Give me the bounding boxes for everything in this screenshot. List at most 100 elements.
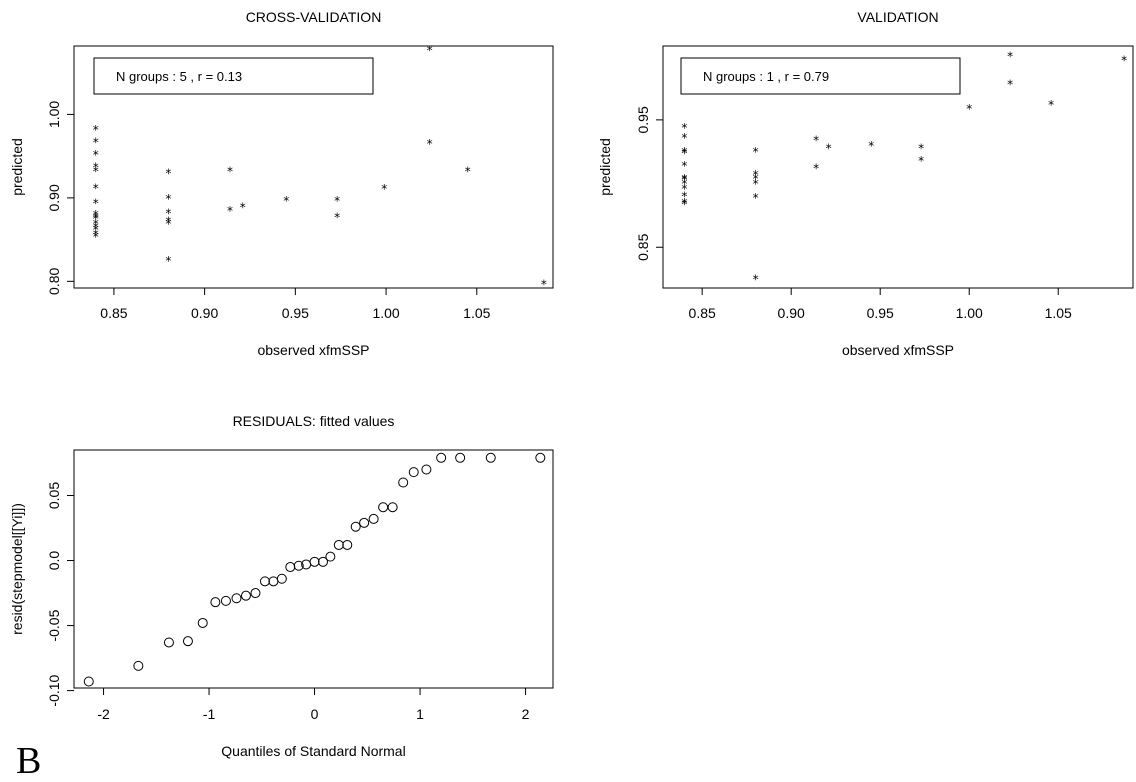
data-point: *: [334, 211, 340, 225]
data-point: [398, 477, 409, 488]
data-point: *: [918, 141, 924, 155]
y-axis-label: predicted: [9, 138, 25, 196]
data-point: [436, 452, 447, 463]
data-point: *: [381, 182, 387, 196]
data-point: *: [918, 154, 924, 168]
data-point: *: [1007, 78, 1013, 92]
data-point: *: [93, 227, 99, 241]
data-point: *: [681, 173, 687, 187]
data-point: *: [93, 208, 99, 222]
data-point: *: [541, 277, 547, 291]
x-tick-label: 1: [416, 706, 424, 722]
x-tick-label: -1: [203, 706, 216, 722]
data-point: *: [93, 196, 99, 210]
x-tick-label: 0.90: [191, 305, 218, 321]
data-point: [535, 452, 546, 463]
chart-title: CROSS-VALIDATION: [246, 9, 382, 25]
data-point: [83, 676, 94, 687]
data-point: [240, 590, 251, 601]
data-point: *: [93, 211, 99, 225]
data-point: *: [93, 181, 99, 195]
data-point: *: [753, 191, 759, 205]
data-point: [276, 573, 287, 584]
data-point: *: [240, 201, 246, 215]
data-point: [163, 637, 174, 648]
data-point: *: [753, 172, 759, 186]
data-point: [197, 617, 208, 628]
data-point: *: [681, 196, 687, 210]
data-point: *: [427, 44, 433, 58]
data-point: *: [1121, 53, 1127, 67]
data-point: *: [465, 165, 471, 179]
data-point: [421, 464, 432, 475]
y-axis-label: resid(stepmodel[[Yi]]): [9, 503, 25, 635]
x-tick-label: 0.95: [867, 305, 894, 321]
data-point: [210, 597, 221, 608]
data-point: *: [813, 134, 819, 148]
x-tick-label: 2: [522, 706, 530, 722]
data-point: *: [93, 223, 99, 237]
x-tick-label: 0.95: [282, 305, 309, 321]
y-tick-label: 1.00: [46, 101, 62, 128]
y-tick-label: 0.05: [46, 482, 62, 509]
x-tick-label: 1.05: [1045, 305, 1072, 321]
data-point: [133, 660, 144, 671]
data-point: *: [93, 221, 99, 235]
data-point: *: [813, 162, 819, 176]
data-point: *: [165, 217, 171, 231]
data-point: *: [165, 192, 171, 206]
data-point: [293, 560, 304, 571]
data-point: [378, 502, 389, 513]
data-point: *: [227, 165, 233, 179]
data-point: *: [681, 172, 687, 186]
plot-frame: [73, 449, 554, 689]
data-point: [408, 467, 419, 478]
y-tick-label: -0.05: [46, 609, 62, 641]
data-point: [309, 556, 320, 567]
legend-box: [93, 57, 374, 95]
data-point: *: [334, 194, 340, 208]
y-axis-label: predicted: [597, 138, 613, 196]
y-tick-label: 0.0: [46, 551, 62, 571]
data-point: *: [1007, 50, 1013, 64]
x-axis-label: observed xfmSSP: [257, 342, 369, 358]
data-point: *: [681, 146, 687, 160]
data-point: [342, 539, 353, 550]
data-point: *: [681, 131, 687, 145]
data-point: [350, 521, 361, 532]
data-point: *: [753, 177, 759, 191]
y-tick-label: 0.85: [635, 233, 651, 260]
data-point: *: [681, 197, 687, 211]
data-point: *: [681, 145, 687, 159]
legend-box: [680, 57, 961, 95]
data-point: [317, 556, 328, 567]
x-tick-label: 1.00: [956, 305, 983, 321]
y-tick-label: 0.95: [635, 106, 651, 133]
data-point: [485, 452, 496, 463]
data-point: *: [93, 135, 99, 149]
legend-text: N groups : 1 , r = 0.79: [703, 69, 829, 84]
data-point: [285, 562, 296, 573]
data-point: *: [227, 204, 233, 218]
x-tick-label: 0.85: [100, 305, 127, 321]
data-point: *: [753, 273, 759, 287]
validation-plot: VALIDATION 0.85 0.90 0.95 1.00 1.05 0.85 0.95 ob…: [597, 9, 1134, 358]
data-point: *: [1048, 98, 1054, 112]
data-point: [359, 517, 370, 528]
data-point: [220, 595, 231, 606]
plot-frame: [73, 45, 554, 289]
data-point: *: [165, 166, 171, 180]
data-point: *: [93, 230, 99, 244]
x-tick-label: 1.05: [463, 305, 490, 321]
data-point: *: [966, 102, 972, 116]
data-point: *: [93, 212, 99, 226]
data-point: *: [826, 141, 832, 155]
chart-title: RESIDUALS: fitted values: [233, 413, 395, 429]
data-point: [455, 452, 466, 463]
x-axis-label: Quantiles of Standard Normal: [221, 743, 405, 759]
x-tick-label: 1.00: [372, 305, 399, 321]
y-tick-label: -0.10: [46, 674, 62, 706]
data-point: *: [681, 121, 687, 135]
data-point: [325, 551, 336, 562]
